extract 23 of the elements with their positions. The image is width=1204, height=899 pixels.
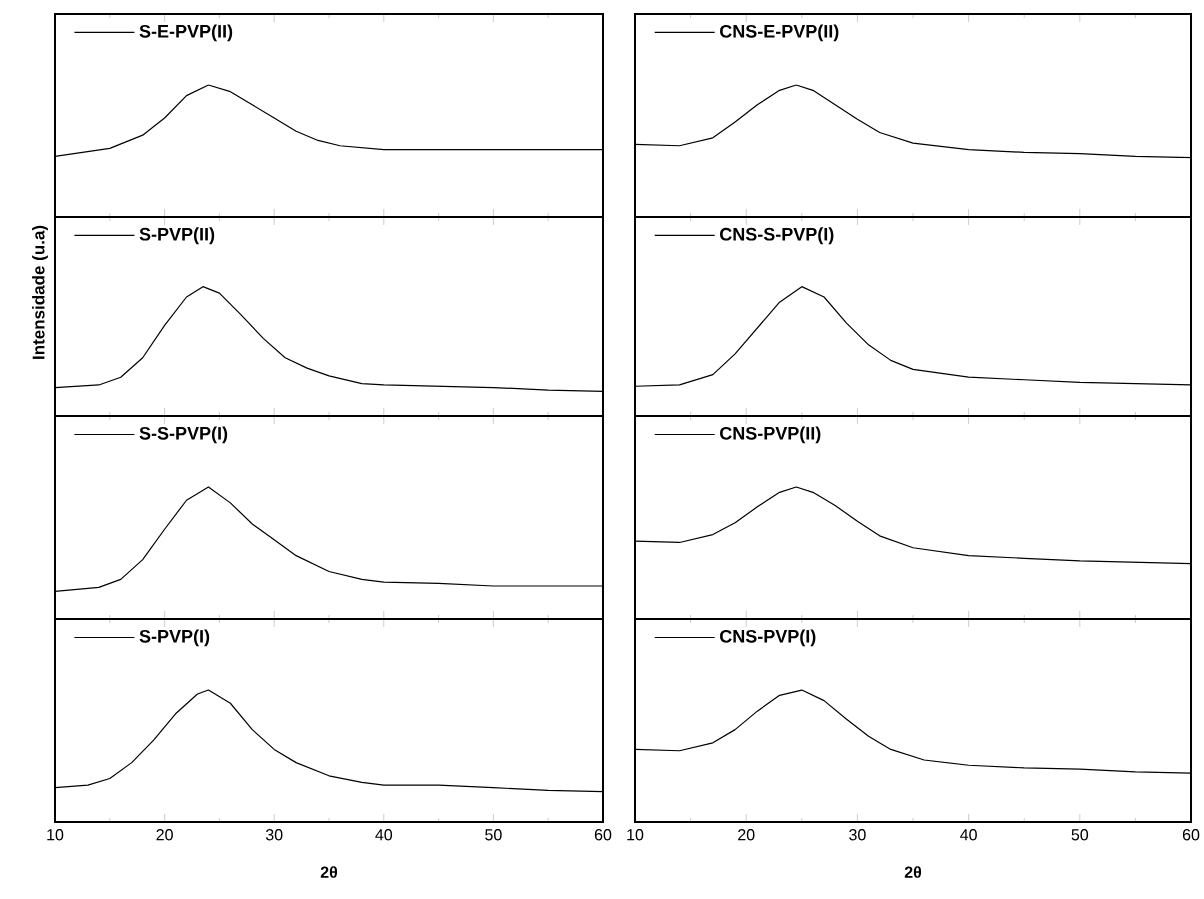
x-tick-label: 30 [265,829,283,841]
x-tick-label: 20 [738,829,755,841]
x-axis-title: 2θ [904,866,922,878]
x-tick-label: 60 [594,829,612,841]
x-tick-label: 40 [375,829,393,841]
x-tick-label: 20 [156,829,173,841]
legend-label: CNS-S-PVP(I) [720,227,834,245]
legend-label: CNS-E-PVP(II) [720,24,839,42]
legend-label: CNS-PVP(I) [720,629,816,647]
x-tick-label: 60 [1182,829,1200,841]
x-axis-title: 2θ [320,866,338,878]
legend-label: S-PVP(II) [139,227,215,245]
x-tick-label: 30 [849,829,866,841]
legend-label: CNS-PVP(II) [720,426,821,444]
x-tick-label: 50 [485,829,502,841]
legend-label: S-PVP(I) [139,629,210,647]
x-tick-label: 10 [627,829,644,841]
legend-label: S-E-PVP(II) [139,24,233,42]
y-axis-title: Intensidade (u.a) [32,225,48,359]
legend-label: S-S-PVP(I) [139,426,228,444]
x-tick-label: 50 [1071,829,1089,841]
x-tick-label: 10 [47,829,64,841]
x-tick-label: 40 [960,829,977,841]
